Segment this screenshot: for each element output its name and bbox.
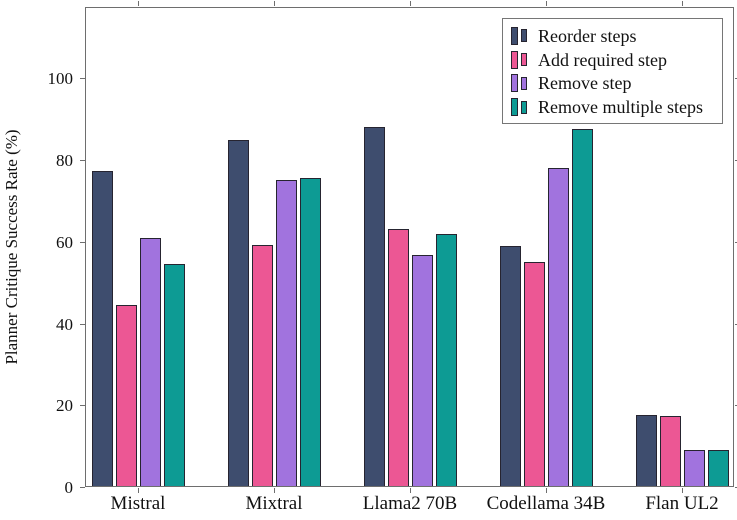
x-tick-bottom-mixtral [274,488,275,493]
y-tick-right-40 [735,324,737,325]
legend-swatch-icon [511,74,533,93]
bar-remove-multiple-steps-flan-ul2 [707,450,729,486]
bar-reorder-steps-mistral [91,171,113,486]
x-tick-bottom-mistral [138,488,139,493]
bar-remove-multiple-steps-mixtral [299,178,321,486]
legend-label: Add required step [538,49,667,70]
y-tick-label-100: 100 [47,69,74,88]
x-tick-top-mistral [138,1,139,6]
x-tick-top-flan-ul2 [682,1,683,6]
y-tick-right-60 [735,242,737,243]
legend-item-reorder-steps: Reorder steps [511,24,714,47]
y-tick-left-0 [80,487,85,488]
bar-remove-step-flan-ul2 [683,450,705,486]
legend-label: Remove multiple steps [538,97,703,118]
bar-remove-step-llama2-70b [411,255,433,486]
y-tick-left-100 [80,78,85,79]
x-tick-top-mixtral [274,1,275,6]
legend-item-remove-step: Remove step [511,72,714,95]
bar-reorder-steps-flan-ul2 [635,415,657,486]
y-tick-right-0 [735,487,737,488]
legend-item-add-required-step: Add required step [511,48,714,71]
legend-item-remove-multiple-steps: Remove multiple steps [511,96,714,119]
y-tick-left-20 [80,405,85,406]
bar-add-required-step-mixtral [251,245,273,486]
x-category-label-codellama-34b: Codellama 34B [486,493,606,514]
bar-remove-multiple-steps-mistral [163,264,185,486]
bar-remove-step-mixtral [275,180,297,486]
y-tick-right-80 [735,160,737,161]
legend-label: Remove step [538,73,632,94]
bar-remove-step-codellama-34b [547,168,569,486]
bar-add-required-step-mistral [115,305,137,486]
legend-label: Reorder steps [538,25,637,46]
y-tick-left-40 [80,324,85,325]
bar-reorder-steps-mixtral [227,140,249,486]
y-tick-left-80 [80,160,85,161]
legend-swatch-icon [511,98,533,117]
x-category-label-mixtral: Mixtral [245,493,303,514]
bar-remove-multiple-steps-llama2-70b [435,234,457,486]
legend-swatch-icon [511,50,533,69]
plot-area [85,7,734,487]
bar-reorder-steps-codellama-34b [499,246,521,486]
y-tick-right-100 [735,78,737,79]
y-tick-label-40: 40 [56,315,73,334]
x-tick-bottom-llama2-70b [410,488,411,493]
bar-add-required-step-codellama-34b [523,262,545,486]
x-tick-top-llama2-70b [410,1,411,6]
legend: Reorder steps Add required step Remove ste… [502,18,723,124]
bar-add-required-step-llama2-70b [387,229,409,486]
x-category-label-llama2-70b: Llama2 70B [362,493,458,514]
bar-reorder-steps-llama2-70b [363,127,385,486]
y-tick-label-80: 80 [56,151,73,170]
bar-remove-multiple-steps-codellama-34b [571,129,593,486]
legend-swatch-icon [511,26,533,45]
x-tick-bottom-flan-ul2 [682,488,683,493]
x-tick-top-codellama-34b [546,1,547,6]
bar-add-required-step-flan-ul2 [659,416,681,486]
x-category-label-mistral: Mistral [110,493,166,514]
y-tick-right-20 [735,405,737,406]
y-tick-left-60 [80,242,85,243]
y-tick-label-0: 0 [64,478,74,497]
bar-remove-step-mistral [139,238,161,486]
x-tick-bottom-codellama-34b [546,488,547,493]
x-category-label-flan-ul2: Flan UL2 [645,493,719,514]
y-tick-label-20: 20 [56,396,73,415]
y-tick-label-60: 60 [56,233,73,252]
